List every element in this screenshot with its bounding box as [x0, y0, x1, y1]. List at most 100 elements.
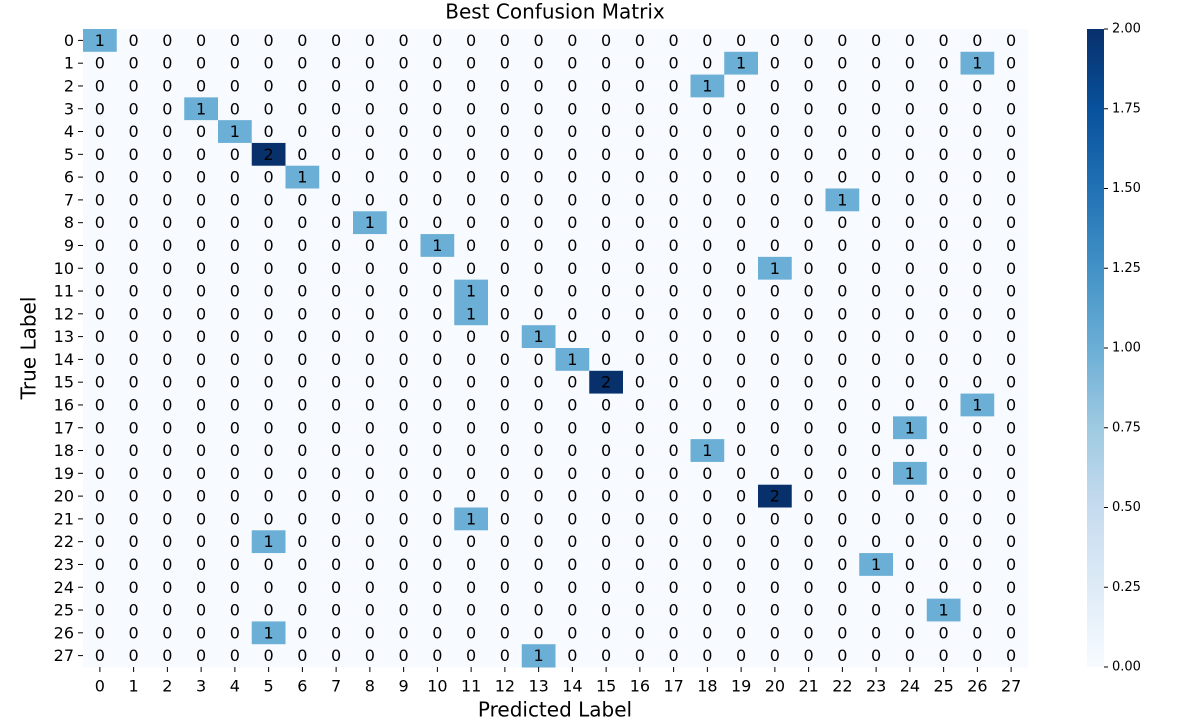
- cell-label: 1: [264, 532, 274, 551]
- heatmap-cell: [623, 97, 658, 121]
- heatmap-cell: [656, 416, 691, 440]
- heatmap-cell: [184, 188, 219, 212]
- cell-label: 0: [95, 373, 105, 392]
- heatmap-cell: [825, 370, 860, 395]
- heatmap-cell: [251, 484, 286, 508]
- heatmap-cell: [184, 279, 219, 303]
- cell-label: 0: [702, 418, 712, 437]
- x-tick-label: 0: [95, 677, 105, 696]
- heatmap-cell: [825, 598, 860, 622]
- heatmap-cell: [116, 211, 151, 235]
- heatmap-cell: [724, 211, 759, 235]
- cell-label: 0: [95, 623, 105, 642]
- heatmap-cell: [893, 348, 928, 372]
- heatmap-cell: [285, 74, 320, 98]
- heatmap-cell: [623, 461, 658, 486]
- cell-label: 0: [264, 76, 274, 95]
- heatmap-cell: [521, 461, 556, 486]
- heatmap-cell: [521, 29, 556, 53]
- heatmap-cell: [454, 461, 489, 486]
- cell-label: 1: [972, 54, 982, 73]
- heatmap-cell: [218, 188, 253, 212]
- heatmap-cell: [420, 530, 455, 554]
- heatmap-cell: [285, 165, 320, 189]
- cell-label: 0: [972, 190, 982, 209]
- heatmap-cell: [116, 325, 151, 349]
- cell-label: 0: [95, 213, 105, 232]
- heatmap-cell: [758, 51, 793, 76]
- cell-label: 0: [534, 76, 544, 95]
- heatmap-cell: [994, 279, 1029, 303]
- heatmap-cell: [893, 644, 928, 668]
- cell-label: 0: [804, 31, 814, 50]
- cell-label: 0: [196, 441, 206, 460]
- cell-label: 0: [162, 236, 172, 255]
- cell-label: 0: [432, 31, 442, 50]
- heatmap-cell: [420, 74, 455, 98]
- heatmap-cell: [758, 598, 793, 622]
- cell-label: 0: [635, 122, 645, 141]
- heatmap-cell: [116, 120, 151, 144]
- heatmap-cell: [353, 644, 388, 668]
- cell-label: 0: [95, 418, 105, 437]
- cell-label: 0: [129, 532, 139, 551]
- cell-label: 0: [129, 464, 139, 483]
- heatmap-cell: [825, 621, 860, 645]
- heatmap-cell: [656, 439, 691, 463]
- cell-label: 0: [770, 601, 780, 620]
- cell-label: 0: [804, 464, 814, 483]
- heatmap-cell: [859, 29, 894, 53]
- cell-label: 0: [601, 213, 611, 232]
- heatmap-cell: [319, 370, 354, 395]
- cell-label: 0: [230, 487, 240, 506]
- heatmap-cell: [218, 325, 253, 349]
- cell-label: 0: [736, 578, 746, 597]
- cell-label: 0: [534, 168, 544, 187]
- heatmap-cell: [926, 74, 961, 98]
- cell-label: 0: [837, 31, 847, 50]
- heatmap-cell: [488, 621, 523, 645]
- cell-label: 0: [972, 327, 982, 346]
- y-tick-label: 15: [54, 373, 74, 392]
- heatmap-cell: [521, 439, 556, 463]
- heatmap-cell: [83, 484, 118, 508]
- heatmap-cell: [623, 348, 658, 372]
- cell-label: 0: [129, 623, 139, 642]
- heatmap-cell: [488, 97, 523, 121]
- heatmap-cell: [319, 621, 354, 645]
- heatmap-cell: [116, 507, 151, 531]
- heatmap-cell: [184, 621, 219, 645]
- cell-label: 1: [230, 122, 240, 141]
- heatmap-cell: [386, 348, 421, 372]
- cell-label: 0: [939, 31, 949, 50]
- cell-label: 0: [669, 601, 679, 620]
- cell-label: 0: [736, 236, 746, 255]
- heatmap-cell: [758, 97, 793, 121]
- cell-label: 1: [95, 31, 105, 50]
- cell-label: 1: [534, 327, 544, 346]
- cell-label: 0: [1006, 190, 1016, 209]
- cell-label: 0: [736, 145, 746, 164]
- cell-label: 1: [534, 646, 544, 665]
- heatmap-cell: [150, 461, 185, 486]
- cell-label: 0: [939, 282, 949, 301]
- heatmap-cell: [488, 29, 523, 53]
- heatmap-cell: [454, 439, 489, 463]
- heatmap-cell: [218, 416, 253, 440]
- cell-label: 0: [432, 350, 442, 369]
- cell-label: 0: [365, 646, 375, 665]
- cell-label: 0: [736, 304, 746, 323]
- cell-label: 0: [500, 145, 510, 164]
- heatmap-cell: [251, 279, 286, 303]
- cell-label: 0: [567, 441, 577, 460]
- cell-label: 0: [196, 31, 206, 50]
- heatmap-cell: [724, 120, 759, 144]
- heatmap-cell: [960, 256, 995, 281]
- heatmap-cell: [690, 234, 725, 258]
- cell-label: 0: [196, 395, 206, 414]
- cell-label: 0: [871, 623, 881, 642]
- cell-label: 0: [365, 282, 375, 301]
- cell-label: 0: [601, 441, 611, 460]
- heatmap-cell: [150, 256, 185, 281]
- heatmap-cell: [251, 188, 286, 212]
